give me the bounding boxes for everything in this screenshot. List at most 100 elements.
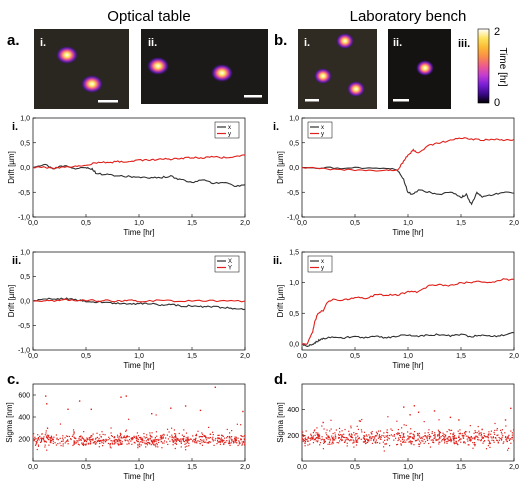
scatter-point [450, 441, 452, 443]
scatter-point [215, 437, 217, 440]
scatter-point [464, 433, 466, 435]
scatter-point [331, 441, 333, 444]
scatter-point [83, 439, 85, 442]
scatter-point [464, 430, 467, 433]
scatter-point [88, 437, 90, 439]
scatter-point [110, 447, 112, 449]
scatter-point [155, 431, 158, 433]
scatter-point [47, 436, 49, 438]
scatter-point [166, 428, 169, 430]
scatter-point [310, 433, 312, 435]
scatter-point [49, 440, 52, 442]
chart-a-ii: ii.0,0 0,5 1,0 1,5 2,0-1,0-0,50,00,51,0Time … [7, 250, 250, 371]
scatter-point [240, 424, 242, 426]
scatter-point [312, 432, 315, 434]
scatter-point [498, 439, 500, 441]
scatter-point [385, 435, 387, 437]
x-tick-label: 0,0 [28, 220, 38, 227]
scatter-point [335, 429, 337, 431]
scatter-point [237, 437, 239, 439]
scatter-point [159, 439, 161, 441]
scatter-point [74, 437, 76, 439]
scatter-point [234, 440, 237, 442]
scatter-point [371, 433, 373, 435]
scatter-point [414, 440, 417, 442]
scatter-point [212, 440, 214, 442]
scatter-point [109, 446, 111, 448]
scatter-point [506, 438, 508, 440]
x-tick-label: 0,0 [297, 464, 307, 471]
scatter-point [82, 437, 84, 440]
scatter-point [85, 441, 88, 443]
scatter-point [502, 435, 504, 437]
scatter-point [192, 439, 194, 442]
scatter-point [221, 441, 224, 443]
scatter-point [472, 438, 474, 440]
scatter-point [134, 442, 136, 444]
scatter-point [449, 436, 451, 438]
scatter-point [205, 439, 208, 441]
scatter-point [316, 427, 318, 429]
scatter-point [332, 438, 334, 440]
scatter-point [368, 440, 370, 442]
scatter-point [501, 436, 503, 438]
scatter-point [317, 432, 319, 434]
scatter-point [411, 436, 414, 439]
scatter-outlier [151, 413, 153, 415]
scatter-point [50, 442, 52, 444]
scatter-point [437, 439, 439, 441]
scatter-point [165, 437, 167, 439]
scatter-point [40, 437, 42, 439]
scatter-point [161, 438, 163, 440]
scatter-point [484, 436, 487, 438]
scatter-point [383, 435, 385, 437]
scatter-point [492, 436, 494, 438]
scatter-point [189, 438, 192, 440]
y-tick-label: -0,5 [287, 190, 299, 197]
scatter-point [73, 436, 75, 438]
scatter-point [494, 437, 497, 439]
scatter-point [331, 436, 333, 439]
scatter-point [228, 441, 230, 443]
scatter-point [491, 437, 493, 439]
scatter-point [184, 443, 186, 445]
scatter-point [357, 428, 360, 431]
scatter-point [118, 436, 121, 438]
scatter-point [482, 437, 484, 439]
scatter-point [130, 437, 132, 439]
scatter-point [37, 444, 40, 446]
scatter-point [439, 431, 442, 434]
scatter-point [155, 414, 157, 416]
scatter-point [236, 423, 238, 425]
x-tick-label: 1,0 [134, 464, 144, 471]
scatter-point [482, 437, 485, 439]
scatter-point [82, 442, 84, 444]
scatter-point [372, 436, 374, 438]
scatter-point [384, 443, 386, 445]
scatter-point [408, 438, 410, 440]
scatter-point [153, 439, 155, 441]
scatter-point [323, 441, 325, 443]
scatter-point [510, 430, 512, 432]
scatter-point [228, 437, 230, 439]
scatter-point [241, 435, 243, 437]
x-tick-label: 1,5 [187, 220, 197, 227]
scatter-point [344, 428, 346, 431]
scatter-point [479, 432, 481, 434]
scatter-point [132, 437, 134, 439]
scatter-point [327, 438, 329, 440]
scatter-point [421, 440, 423, 442]
scatter-point [453, 432, 455, 434]
scatter-point [235, 436, 237, 438]
scatter-point [346, 439, 348, 441]
scatter-point [99, 442, 101, 445]
scatter-point [209, 436, 212, 439]
scatter-outlier [449, 416, 452, 419]
scatter-point [117, 441, 119, 443]
scatter-point [438, 438, 440, 440]
scatter-point [398, 437, 400, 439]
scatter-point [341, 434, 343, 436]
legend-label-Y: Y [228, 266, 232, 272]
scatter-point [171, 438, 173, 441]
scatter-point [226, 428, 228, 431]
